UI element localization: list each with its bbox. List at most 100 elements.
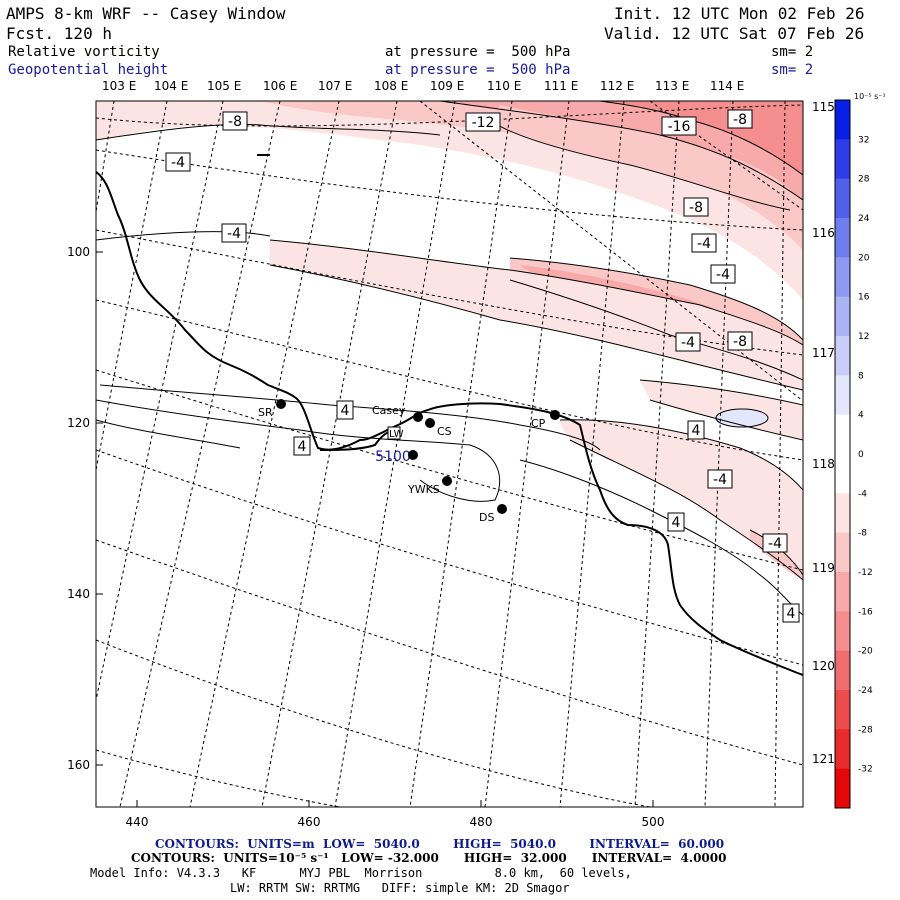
contour-label: -4: [165, 152, 191, 172]
colorbar-label: 32: [858, 135, 869, 145]
svg-text:-12: -12: [472, 115, 495, 131]
y-tick-label: 140: [67, 587, 90, 601]
colorbar-label: -28: [858, 725, 873, 735]
contour-label: -8: [727, 331, 753, 351]
lon-label: 107 E: [318, 79, 352, 93]
contour-label: 4: [336, 400, 354, 420]
axis-ticks: [96, 251, 654, 807]
colorbar-label: -4: [858, 489, 867, 499]
lon-label: 106 E: [263, 79, 297, 93]
colorbar-swatch: [835, 611, 850, 652]
colorbar-swatch: [835, 375, 850, 416]
svg-text:-4: -4: [716, 267, 730, 283]
colorbar-label: 24: [858, 214, 870, 224]
colorbar-swatch: [835, 572, 850, 612]
svg-text:4: 4: [672, 515, 681, 531]
colorbar-frame: [834, 99, 851, 809]
model-title: AMPS 8-km WRF -- Casey Window: [6, 4, 286, 23]
colorbar-label: -8: [858, 529, 867, 539]
svg-text:-4: -4: [768, 536, 782, 552]
field-2-pressure: at pressure = 500 hPa: [385, 62, 571, 78]
y-axis-labels: 100 120 140 160: [67, 245, 90, 772]
stations: SR Casey CS LW CP YWKS DS: [257, 154, 560, 524]
lon-label: 108 E: [374, 79, 408, 93]
contour-info-vorticity: CONTOURS: UNITS=10⁻⁵ s⁻¹ LOW= -32.000 HI…: [131, 851, 727, 865]
colorbar-label: -20: [858, 647, 873, 657]
contour-label: 4: [782, 603, 800, 623]
station-marker: [550, 410, 560, 420]
colorbar-label: 4: [858, 411, 864, 421]
contour-label: -4: [691, 233, 717, 253]
x-tick-label: 460: [298, 815, 321, 829]
lon-label: 111 E: [544, 79, 578, 93]
colorbar-label: 12: [858, 332, 869, 342]
colorbar-swatch: [835, 296, 850, 337]
lon-label: 103 E: [102, 79, 136, 93]
field-2-name: Geopotential height: [8, 62, 169, 78]
svg-text:4: 4: [298, 439, 307, 455]
colorbar-label: -32: [858, 765, 873, 775]
colorbar-swatch: [835, 100, 850, 140]
field-1-name: Relative vorticity: [8, 44, 160, 60]
contour-label: 4: [687, 420, 705, 440]
lon-label: 109 E: [430, 79, 464, 93]
colorbar-unit: 10⁻⁵ s⁻¹: [854, 92, 886, 101]
station-marker: [413, 412, 423, 422]
colorbar-label: 16: [858, 293, 870, 303]
lon-label: 112 E: [600, 79, 634, 93]
svg-text:4: 4: [341, 403, 350, 419]
station-label: LW: [389, 429, 404, 440]
svg-text:-4: -4: [227, 226, 241, 242]
lon-label: 113 E: [655, 79, 689, 93]
contour-lines: [96, 101, 803, 616]
physics-info: LW: RRTM SW: RRTMG DIFF: simple KM: 2D S…: [230, 881, 570, 895]
height-contour-label: 5100: [375, 449, 411, 465]
y-tick-label: 160: [67, 758, 90, 772]
colorbar-label: -12: [858, 568, 873, 578]
svg-text:-8: -8: [733, 112, 747, 128]
x-tick-label: 440: [126, 815, 149, 829]
colorbar-label: 0: [858, 450, 864, 460]
colorbar-swatch: [835, 650, 850, 691]
y-tick-label: 100: [67, 245, 90, 259]
plot-frame: [95, 100, 804, 808]
station-label: CS: [437, 425, 452, 438]
svg-text:-4: -4: [697, 236, 711, 252]
colorbar-label: 28: [858, 175, 870, 185]
x-tick-label: 480: [470, 815, 493, 829]
station-label: YWKS: [407, 483, 440, 496]
svg-text:-4: -4: [713, 472, 727, 488]
station-marker: [425, 418, 435, 428]
y-tick-label: 120: [67, 416, 90, 430]
colorbar-swatch: [835, 336, 850, 376]
graticule: [96, 101, 803, 807]
colorbar-swatch: [835, 218, 850, 258]
lon-label: 105 E: [207, 79, 241, 93]
colorbar-label: 20: [858, 253, 870, 263]
init-time: Init. 12 UTC Mon 02 Feb 26: [614, 4, 865, 23]
lon-label: 114 E: [710, 79, 744, 93]
lon-label: 104 E: [154, 79, 188, 93]
contour-label: -4: [707, 469, 733, 489]
station-label: SR: [258, 406, 273, 419]
svg-text:4: 4: [692, 423, 701, 439]
field-2-smoothing: sm= 2: [771, 62, 814, 78]
x-axis-labels: 440 460 480 500: [126, 815, 665, 829]
contour-label: -4: [675, 332, 701, 352]
svg-text:-4: -4: [171, 155, 185, 171]
colorbar-swatch: [835, 690, 850, 730]
contour-label: -4: [762, 533, 788, 553]
colorbar-swatch: [835, 768, 850, 809]
svg-text:-4: -4: [681, 335, 695, 351]
x-tick-label: 500: [642, 815, 665, 829]
forecast-hour: Fcst. 120 h: [6, 24, 112, 43]
model-info: Model Info: V4.3.3 KF MYJ PBL Morrison 8…: [90, 866, 632, 880]
contour-label: -8: [683, 197, 709, 217]
svg-text:-16: -16: [668, 119, 691, 135]
station-label: CP: [531, 417, 546, 430]
contour-label: -4: [221, 223, 247, 243]
colorbar-swatch: [835, 454, 850, 494]
colorbar-label: -16: [858, 607, 873, 617]
colorbar-label: -24: [858, 686, 873, 696]
svg-text:4: 4: [787, 606, 796, 622]
